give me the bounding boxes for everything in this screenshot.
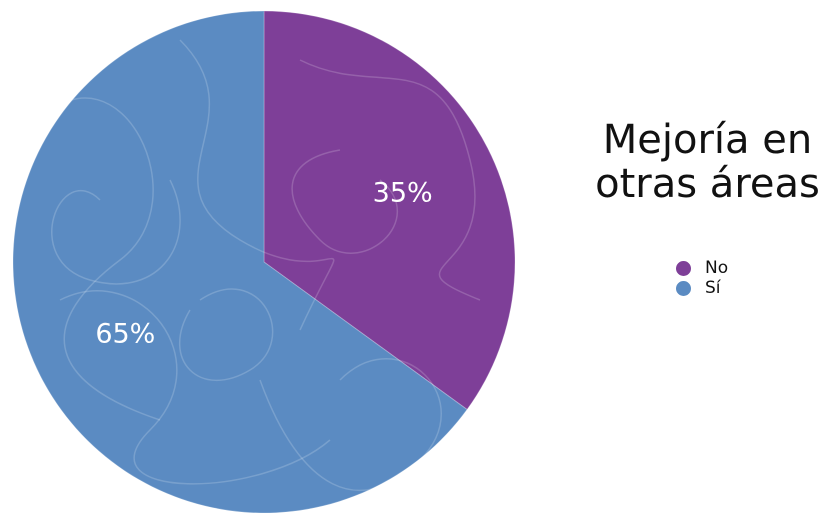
pie-slice-labels: 35% 65% (95, 177, 432, 349)
chart-title: Mejoría en otras áreas (585, 118, 830, 206)
texture-scribble (291, 149, 398, 254)
legend-item-no: No (676, 258, 728, 278)
texture-scribble (59, 290, 331, 485)
pie-slice-no (263, 10, 516, 411)
legend-label-si: Sí (705, 278, 721, 298)
legend-swatch-si (676, 280, 691, 296)
legend-swatch-no (676, 260, 691, 276)
legend-label-no: No (705, 258, 729, 278)
chart-title-line-1: Mejoría en (602, 117, 813, 163)
chart-title-line-2: otras áreas (595, 161, 820, 207)
pie-texture (39, 39, 481, 492)
slice-label-no: 35% (373, 177, 433, 208)
chart-legend: No Sí (676, 258, 728, 298)
texture-scribble (299, 59, 481, 301)
texture-scribble (179, 39, 335, 331)
pie-slice-si (12, 10, 468, 513)
texture-scribble (39, 97, 161, 421)
legend-item-si: Sí (676, 278, 728, 298)
slice-label-si: 65% (95, 319, 155, 350)
texture-scribble (51, 179, 181, 285)
pie-slices (12, 10, 516, 513)
texture-scribble (179, 288, 274, 381)
